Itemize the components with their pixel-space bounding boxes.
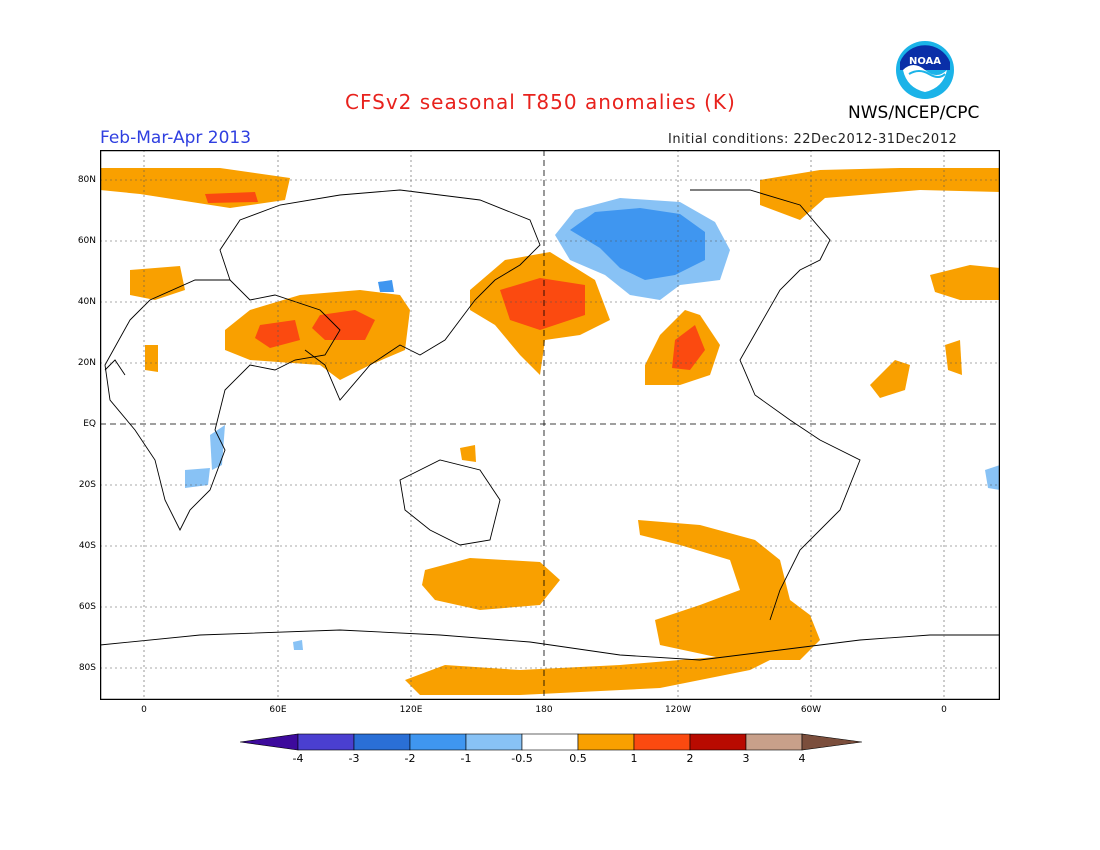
colorbar-label: 4 [798,752,806,765]
colorbar-label: 1 [630,752,638,765]
colorbar-label: 2 [686,752,694,765]
colorbar-arrow-right [801,733,862,751]
color-bar [240,733,862,751]
colorbar-segment [465,733,523,751]
colorbar-segment [577,733,635,751]
map-frame [100,150,1000,700]
colorbar-segment [409,733,467,751]
noaa-logo-icon: NOAA [896,41,954,99]
lon-label: 0 [141,705,147,715]
colorbar-label: 0.5 [569,752,587,765]
lat-label: 20S [78,480,96,490]
reference-lines [100,150,1000,700]
lon-label: 60W [800,705,822,715]
initial-conditions-label: Initial conditions: 22Dec2012-31Dec2012 [668,132,958,147]
lon-label: 120W [664,705,692,715]
coastlines [100,189,1000,661]
lon-label: 60E [269,705,287,715]
colorbar-segment [689,733,747,751]
lat-label: 60N [77,236,96,246]
map-title: CFSv2 seasonal T850 anomalies (K) [345,90,736,114]
season-label: Feb-Mar-Apr 2013 [100,128,252,148]
lat-label: 60S [78,602,96,612]
lat-label: 80N [77,175,96,185]
anomaly-map [100,150,1000,700]
lat-label: 40N [77,297,96,307]
logo-text: NOAA [909,56,941,67]
lat-label: 80S [78,663,96,673]
lat-label: 20N [77,358,96,368]
lon-label: 120E [399,705,423,715]
colorbar-segment [297,733,355,751]
colorbar-label: 3 [742,752,750,765]
colorbar-segment [633,733,691,751]
colorbar-label: -0.5 [511,752,533,765]
cool-anomaly-regions [185,198,1000,650]
lat-label: 40S [78,541,96,551]
colorbar-segment [745,733,803,751]
colorbar-segment [521,733,579,751]
colorbar-segment [353,733,411,751]
lon-label: 0 [941,705,947,715]
lat-label: EQ [83,419,96,429]
grid-lines [100,150,1000,700]
lon-label: 180 [535,705,553,715]
colorbar-label: -1 [460,752,472,765]
colorbar-arrow-left [240,733,299,751]
colorbar-label: -4 [292,752,304,765]
colorbar-label: -2 [404,752,416,765]
agency-label: NWS/NCEP/CPC [848,103,980,123]
colorbar-label: -3 [348,752,360,765]
